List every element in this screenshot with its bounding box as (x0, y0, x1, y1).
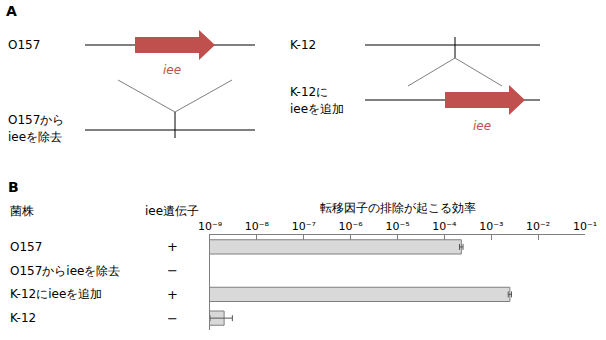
svg-text:10⁻⁶: 10⁻⁶ (339, 220, 364, 233)
svg-text:+: + (167, 287, 178, 302)
svg-text:A: A (6, 3, 17, 19)
svg-text:転移因子の排除が起こる効率: 転移因子の排除が起こる効率 (320, 201, 476, 215)
svg-text:10⁻³: 10⁻³ (479, 220, 503, 233)
svg-text:K-12に: K-12に (290, 85, 328, 99)
svg-text:B: B (8, 179, 19, 195)
svg-text:K-12: K-12 (290, 38, 316, 52)
svg-text:K-12: K-12 (10, 311, 36, 325)
svg-text:10⁻²: 10⁻² (526, 220, 550, 233)
svg-text:O157からieeを除去: O157からieeを除去 (10, 264, 120, 278)
svg-text:10⁻⁴: 10⁻⁴ (432, 220, 457, 233)
svg-text:iee遺伝子: iee遺伝子 (145, 204, 199, 218)
svg-text:+: + (167, 239, 178, 254)
svg-text:iee: iee (473, 119, 491, 133)
svg-text:10⁻⁵: 10⁻⁵ (385, 220, 409, 233)
svg-text:O157: O157 (10, 240, 42, 254)
svg-text:K-12にieeを追加: K-12にieeを追加 (10, 287, 102, 301)
svg-text:ieeを除去: ieeを除去 (8, 130, 62, 144)
svg-text:ieeを追加: ieeを追加 (290, 102, 344, 116)
svg-text:10⁻⁷: 10⁻⁷ (292, 220, 316, 233)
svg-text:iee: iee (163, 63, 181, 77)
svg-text:10⁻⁸: 10⁻⁸ (245, 220, 270, 233)
svg-text:10⁻⁹: 10⁻⁹ (198, 220, 222, 233)
svg-text:−: − (167, 263, 178, 278)
svg-text:O157: O157 (8, 38, 40, 52)
svg-text:O157から: O157から (8, 113, 64, 127)
svg-text:菌株: 菌株 (10, 204, 34, 218)
svg-text:10⁻¹: 10⁻¹ (573, 220, 597, 233)
svg-text:−: − (167, 311, 178, 326)
